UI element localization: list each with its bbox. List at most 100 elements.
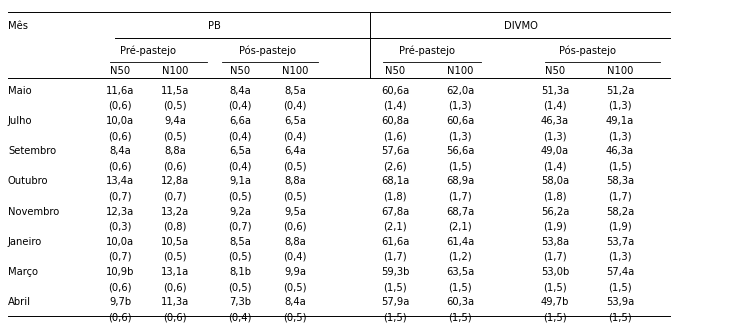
- Text: (2,1): (2,1): [383, 222, 407, 232]
- Text: Abril: Abril: [8, 297, 31, 307]
- Text: 49,0a: 49,0a: [541, 146, 569, 156]
- Text: (0,5): (0,5): [164, 252, 186, 262]
- Text: N50: N50: [545, 66, 565, 76]
- Text: (0,5): (0,5): [283, 312, 307, 322]
- Text: (1,7): (1,7): [448, 192, 472, 201]
- Text: (0,7): (0,7): [108, 192, 132, 201]
- Text: 8,8a: 8,8a: [164, 146, 186, 156]
- Text: Outubro: Outubro: [8, 176, 49, 186]
- Text: Julho: Julho: [8, 116, 32, 126]
- Text: (0,6): (0,6): [108, 312, 132, 322]
- Text: 56,6a: 56,6a: [446, 146, 474, 156]
- Text: 8,1b: 8,1b: [229, 267, 251, 277]
- Text: (0,6): (0,6): [164, 282, 186, 292]
- Text: 8,5a: 8,5a: [229, 237, 251, 247]
- Text: N100: N100: [607, 66, 633, 76]
- Text: 13,4a: 13,4a: [106, 176, 134, 186]
- Text: 58,3a: 58,3a: [606, 176, 634, 186]
- Text: (0,3): (0,3): [108, 222, 132, 232]
- Text: Novembro: Novembro: [8, 207, 59, 217]
- Text: (2,6): (2,6): [383, 161, 407, 171]
- Text: (1,2): (1,2): [448, 252, 472, 262]
- Text: (1,4): (1,4): [543, 161, 567, 171]
- Text: Março: Março: [8, 267, 38, 277]
- Text: (0,4): (0,4): [283, 131, 307, 141]
- Text: N50: N50: [385, 66, 405, 76]
- Text: 68,7a: 68,7a: [446, 207, 474, 217]
- Text: 57,6a: 57,6a: [381, 146, 409, 156]
- Text: (0,4): (0,4): [228, 161, 252, 171]
- Text: 10,0a: 10,0a: [106, 237, 134, 247]
- Text: 10,0a: 10,0a: [106, 116, 134, 126]
- Text: (0,6): (0,6): [108, 131, 132, 141]
- Text: 11,3a: 11,3a: [161, 297, 189, 307]
- Text: (1,9): (1,9): [608, 222, 632, 232]
- Text: (0,7): (0,7): [228, 222, 252, 232]
- Text: Setembro: Setembro: [8, 146, 56, 156]
- Text: 8,5a: 8,5a: [284, 86, 306, 96]
- Text: 62,0a: 62,0a: [446, 86, 474, 96]
- Text: Pré-pastejo: Pré-pastejo: [120, 46, 176, 56]
- Text: 58,0a: 58,0a: [541, 176, 569, 186]
- Text: 8,4a: 8,4a: [229, 86, 251, 96]
- Text: N100: N100: [447, 66, 473, 76]
- Text: 61,6a: 61,6a: [381, 237, 409, 247]
- Text: (0,5): (0,5): [283, 192, 307, 201]
- Text: 7,3b: 7,3b: [229, 297, 251, 307]
- Text: 58,2a: 58,2a: [606, 207, 634, 217]
- Text: 12,3a: 12,3a: [106, 207, 134, 217]
- Text: 10,5a: 10,5a: [161, 237, 189, 247]
- Text: 57,9a: 57,9a: [381, 297, 409, 307]
- Text: 68,1a: 68,1a: [381, 176, 409, 186]
- Text: 9,7b: 9,7b: [109, 297, 131, 307]
- Text: (1,6): (1,6): [383, 131, 407, 141]
- Text: 11,5a: 11,5a: [161, 86, 189, 96]
- Text: (0,7): (0,7): [164, 192, 186, 201]
- Text: 9,5a: 9,5a: [284, 207, 306, 217]
- Text: (0,6): (0,6): [108, 161, 132, 171]
- Text: (1,3): (1,3): [543, 131, 567, 141]
- Text: (1,5): (1,5): [608, 312, 632, 322]
- Text: (0,4): (0,4): [283, 101, 307, 111]
- Text: (2,1): (2,1): [448, 222, 472, 232]
- Text: 46,3a: 46,3a: [541, 116, 569, 126]
- Text: (0,6): (0,6): [164, 161, 186, 171]
- Text: (0,5): (0,5): [228, 282, 252, 292]
- Text: 60,3a: 60,3a: [446, 297, 474, 307]
- Text: (0,6): (0,6): [108, 282, 132, 292]
- Text: (0,4): (0,4): [283, 252, 307, 262]
- Text: (1,8): (1,8): [543, 192, 567, 201]
- Text: (1,3): (1,3): [608, 131, 632, 141]
- Text: 53,7a: 53,7a: [606, 237, 634, 247]
- Text: (1,7): (1,7): [383, 252, 407, 262]
- Text: 9,4a: 9,4a: [164, 116, 186, 126]
- Text: 8,4a: 8,4a: [109, 146, 131, 156]
- Text: 63,5a: 63,5a: [446, 267, 474, 277]
- Text: (0,6): (0,6): [164, 312, 186, 322]
- Text: (1,7): (1,7): [608, 192, 632, 201]
- Text: 60,6a: 60,6a: [381, 86, 409, 96]
- Text: 60,6a: 60,6a: [446, 116, 474, 126]
- Text: (1,3): (1,3): [608, 101, 632, 111]
- Text: DIVMO: DIVMO: [504, 21, 538, 31]
- Text: 51,2a: 51,2a: [606, 86, 634, 96]
- Text: Janeiro: Janeiro: [8, 237, 42, 247]
- Text: 61,4a: 61,4a: [446, 237, 474, 247]
- Text: (0,5): (0,5): [228, 252, 252, 262]
- Text: (0,5): (0,5): [228, 192, 252, 201]
- Text: (1,3): (1,3): [608, 252, 632, 262]
- Text: (1,4): (1,4): [383, 101, 407, 111]
- Text: 6,5a: 6,5a: [284, 116, 306, 126]
- Text: 6,4a: 6,4a: [284, 146, 306, 156]
- Text: (1,5): (1,5): [383, 282, 407, 292]
- Text: N50: N50: [110, 66, 130, 76]
- Text: 51,3a: 51,3a: [541, 86, 569, 96]
- Text: (1,9): (1,9): [543, 222, 567, 232]
- Text: (0,4): (0,4): [228, 312, 252, 322]
- Text: 56,2a: 56,2a: [541, 207, 569, 217]
- Text: Pré-pastejo: Pré-pastejo: [399, 46, 455, 56]
- Text: (0,8): (0,8): [164, 222, 186, 232]
- Text: 11,6a: 11,6a: [106, 86, 134, 96]
- Text: 53,8a: 53,8a: [541, 237, 569, 247]
- Text: 60,8a: 60,8a: [381, 116, 409, 126]
